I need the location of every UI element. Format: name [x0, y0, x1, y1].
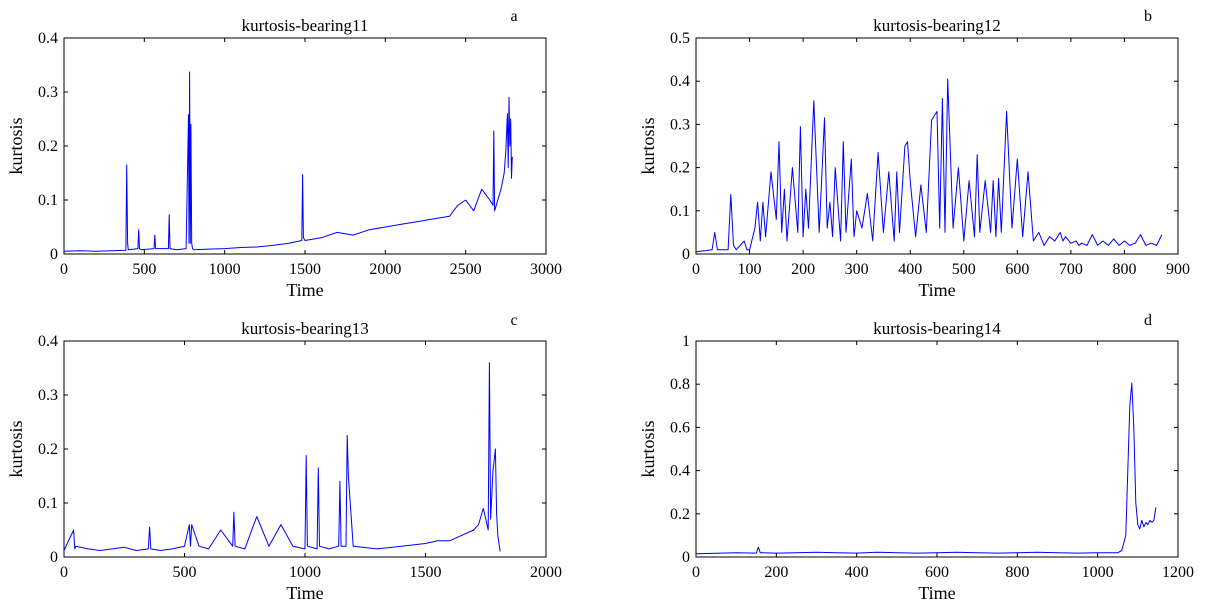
y-tick-label: 0 — [50, 246, 58, 263]
series-line-d — [695, 382, 1157, 555]
plot-frame — [695, 340, 1179, 558]
y-tick-label: 0.2 — [38, 138, 58, 155]
chart-title: kurtosis-bearing12 — [873, 16, 1000, 35]
x-tick-label: 0 — [692, 261, 700, 278]
y-tick-label: 0.2 — [670, 506, 690, 523]
y-tick-label: 0 — [50, 549, 58, 566]
series-line-b — [695, 78, 1163, 253]
panel-letter: c — [510, 312, 517, 329]
y-tick-label: 0.1 — [38, 495, 58, 512]
y-tick-label: 0.4 — [38, 30, 58, 47]
y-tick-label: 0.2 — [670, 160, 690, 177]
panel-letter: d — [1144, 312, 1152, 329]
y-tick-label: 0.3 — [38, 387, 58, 404]
y-tick-label: 0.3 — [670, 116, 690, 133]
chart-panel-a: 0 500 1000 1500 2000 2500 3000 0 0.1 0.2 0.3 0.4 kur… — [6, 8, 562, 300]
x-tick-label: 500 — [173, 564, 197, 581]
x-tick-label: 400 — [845, 564, 869, 581]
y-tick-label: 0 — [682, 549, 690, 566]
x-tick-label: 1000 — [289, 564, 321, 581]
series-line-a — [63, 71, 513, 252]
x-tick-label: 300 — [845, 261, 869, 278]
x-tick-label: 1000 — [1082, 564, 1114, 581]
panel-letter: b — [1144, 8, 1152, 25]
x-tick-label: 2500 — [450, 261, 482, 278]
x-tick-label: 2000 — [530, 564, 562, 581]
y-tick-label: 0.2 — [38, 441, 58, 458]
y-tick-label: 1 — [682, 333, 690, 350]
y-tick-label: 0.1 — [38, 192, 58, 209]
chart-title: kurtosis-bearing13 — [241, 319, 368, 338]
y-tick-label: 0.4 — [670, 73, 690, 90]
x-tick-label: 500 — [952, 261, 976, 278]
x-tick-label: 0 — [692, 564, 700, 581]
x-tick-label: 1500 — [410, 564, 442, 581]
y-axis-label: kurtosis — [6, 420, 26, 477]
x-tick-label: 900 — [1166, 261, 1190, 278]
y-tick-label: 0 — [682, 246, 690, 263]
y-tick-label: 0.5 — [670, 30, 690, 47]
x-axis-label: Time — [918, 280, 955, 300]
chart-title: kurtosis-bearing11 — [242, 16, 369, 35]
x-tick-label: 800 — [1112, 261, 1136, 278]
x-tick-label: 600 — [925, 564, 949, 581]
x-tick-label: 1000 — [209, 261, 241, 278]
chart-title: kurtosis-bearing14 — [873, 319, 1001, 338]
x-tick-label: 2000 — [369, 261, 401, 278]
series-line-c — [63, 362, 501, 552]
x-tick-label: 1500 — [289, 261, 321, 278]
y-tick-label: 0.8 — [670, 376, 690, 393]
x-tick-label: 0 — [60, 261, 68, 278]
x-tick-label: 200 — [791, 261, 815, 278]
x-tick-label: 600 — [1005, 261, 1029, 278]
x-axis-label: Time — [286, 280, 323, 300]
x-tick-label: 700 — [1059, 261, 1083, 278]
x-axis-label: Time — [918, 583, 955, 603]
x-tick-label: 500 — [132, 261, 156, 278]
x-tick-label: 800 — [1005, 564, 1029, 581]
y-tick-label: 0.4 — [670, 463, 690, 480]
x-tick-label: 100 — [738, 261, 762, 278]
x-tick-label: 400 — [898, 261, 922, 278]
plot-frame — [63, 37, 547, 255]
y-axis-label: kurtosis — [638, 420, 658, 477]
y-axis-label: kurtosis — [638, 117, 658, 174]
plot-frame — [695, 37, 1179, 255]
y-axis-label: kurtosis — [6, 117, 26, 174]
y-tick-label: 0.1 — [670, 203, 690, 220]
chart-panel-b: 0 100 200 300 400 500 600 700 800 900 0 0.1 0.2 0.3 0.… — [638, 8, 1190, 300]
x-tick-label: 3000 — [530, 261, 562, 278]
x-axis-label: Time — [286, 583, 323, 603]
x-tick-label: 200 — [764, 564, 788, 581]
x-tick-label: 1200 — [1162, 564, 1194, 581]
chart-panel-c: 0 500 1000 1500 2000 0 0.1 0.2 0.3 0.4 kurtosis-be… — [6, 312, 562, 603]
panel-letter: a — [510, 8, 517, 25]
y-tick-label: 0.3 — [38, 84, 58, 101]
x-tick-label: 0 — [60, 564, 68, 581]
y-tick-label: 0.4 — [38, 333, 58, 350]
chart-panel-d: 0 200 400 600 800 1000 1200 0 0.2 0.4 0.6 0.8 1 kurto… — [638, 312, 1194, 603]
y-tick-label: 0.6 — [670, 419, 690, 436]
